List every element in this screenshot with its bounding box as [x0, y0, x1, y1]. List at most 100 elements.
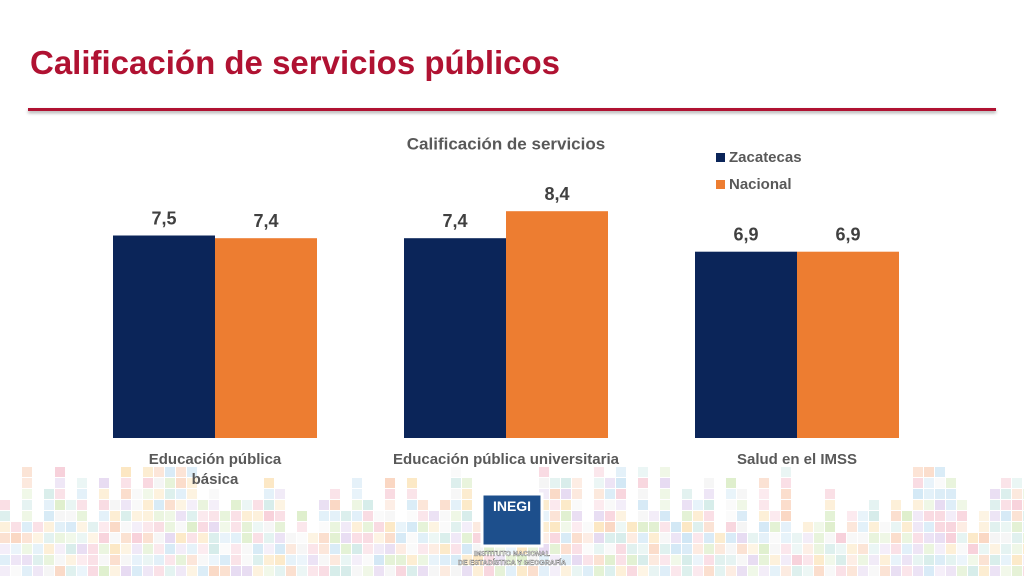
deco-square	[539, 478, 549, 488]
deco-square	[396, 555, 406, 565]
deco-square	[693, 522, 703, 532]
deco-square	[110, 500, 120, 510]
deco-square	[715, 533, 725, 543]
deco-square	[165, 467, 175, 477]
deco-square	[880, 522, 890, 532]
deco-square	[407, 500, 417, 510]
deco-square	[660, 544, 670, 554]
deco-square	[209, 533, 219, 543]
deco-square	[209, 500, 219, 510]
deco-square	[847, 522, 857, 532]
deco-square	[264, 478, 274, 488]
deco-square	[462, 500, 472, 510]
deco-square	[946, 522, 956, 532]
deco-square	[176, 511, 186, 521]
deco-square	[671, 566, 681, 576]
deco-square	[781, 555, 791, 565]
deco-square	[1001, 522, 1011, 532]
deco-square	[561, 511, 571, 521]
deco-square	[913, 555, 923, 565]
deco-square	[198, 522, 208, 532]
deco-square	[990, 533, 1000, 543]
deco-square	[561, 533, 571, 543]
deco-square	[682, 511, 692, 521]
deco-square	[330, 566, 340, 576]
deco-square	[275, 544, 285, 554]
deco-square	[737, 555, 747, 565]
deco-square	[396, 522, 406, 532]
deco-square	[209, 555, 219, 565]
deco-square	[330, 489, 340, 499]
deco-square	[440, 511, 450, 521]
deco-square	[880, 555, 890, 565]
deco-square	[858, 566, 868, 576]
deco-square	[605, 511, 615, 521]
deco-square	[253, 511, 263, 521]
bar	[113, 235, 215, 438]
data-label: 7,4	[442, 211, 467, 231]
bar	[506, 211, 608, 438]
deco-square	[748, 544, 758, 554]
deco-square	[550, 522, 560, 532]
deco-square	[253, 533, 263, 543]
deco-square	[814, 533, 824, 543]
deco-square	[231, 544, 241, 554]
deco-square	[605, 478, 615, 488]
deco-square	[231, 522, 241, 532]
deco-square	[704, 544, 714, 554]
deco-square	[704, 511, 714, 521]
deco-square	[649, 522, 659, 532]
deco-square	[187, 511, 197, 521]
deco-square	[110, 566, 120, 576]
deco-square	[154, 467, 164, 477]
deco-square	[990, 555, 1000, 565]
deco-square	[11, 555, 21, 565]
deco-square	[66, 566, 76, 576]
data-label: 6,9	[733, 224, 758, 244]
deco-square	[176, 478, 186, 488]
deco-square	[561, 500, 571, 510]
deco-square	[363, 544, 373, 554]
deco-square	[616, 467, 626, 477]
deco-square	[77, 489, 87, 499]
deco-square	[187, 555, 197, 565]
deco-square	[352, 566, 362, 576]
deco-square	[550, 500, 560, 510]
deco-square	[11, 533, 21, 543]
deco-square	[880, 566, 890, 576]
deco-square	[1012, 500, 1022, 510]
deco-square	[451, 522, 461, 532]
deco-square	[143, 489, 153, 499]
deco-square	[154, 533, 164, 543]
deco-square	[1012, 489, 1022, 499]
deco-square	[121, 533, 131, 543]
deco-square	[660, 555, 670, 565]
deco-square	[44, 544, 54, 554]
deco-square	[803, 566, 813, 576]
logo-subtitle: DE ESTADÍSTICA Y GEOGRAFÍA	[458, 558, 566, 567]
deco-square	[66, 544, 76, 554]
deco-square	[726, 522, 736, 532]
deco-square	[99, 511, 109, 521]
deco-square	[583, 555, 593, 565]
deco-square	[473, 522, 483, 532]
deco-square	[44, 555, 54, 565]
deco-square	[77, 533, 87, 543]
deco-square	[330, 511, 340, 521]
deco-square	[198, 500, 208, 510]
deco-square	[297, 566, 307, 576]
deco-square	[374, 544, 384, 554]
deco-square	[462, 478, 472, 488]
deco-square	[121, 467, 131, 477]
deco-square	[594, 478, 604, 488]
deco-square	[572, 544, 582, 554]
deco-square	[220, 511, 230, 521]
deco-square	[847, 511, 857, 521]
deco-square	[902, 533, 912, 543]
deco-square	[275, 566, 285, 576]
deco-square	[495, 555, 505, 565]
deco-square	[418, 555, 428, 565]
deco-square	[44, 522, 54, 532]
deco-square	[979, 533, 989, 543]
